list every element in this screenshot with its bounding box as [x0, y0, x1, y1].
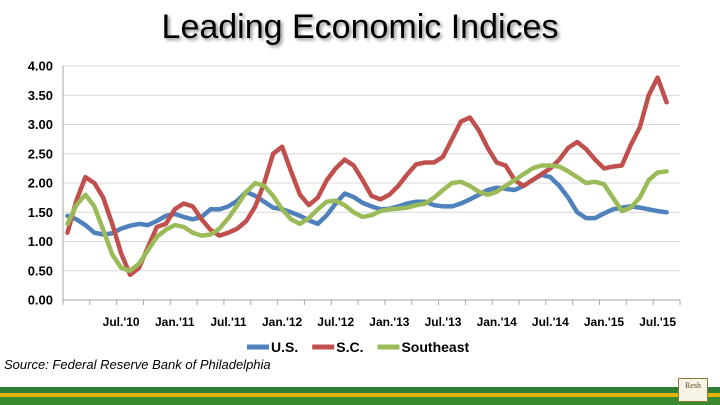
- source-note: Source: Federal Reserve Bank of Philadel…: [4, 357, 271, 372]
- legend-label: S.C.: [336, 339, 363, 355]
- x-tick-label: Jan.'14: [477, 315, 518, 329]
- x-tick-label: Jul.'10: [103, 315, 140, 329]
- footer-stripe-gold: [0, 393, 720, 397]
- legend-label: U.S.: [271, 339, 298, 355]
- footer-stripe-green: [0, 387, 720, 393]
- y-tick-label: 1.50: [28, 205, 53, 220]
- x-tick-label: Jul.'15: [639, 315, 676, 329]
- x-tick-label: Jan.'13: [369, 315, 410, 329]
- chart-title: Leading Economic Indices: [161, 8, 559, 46]
- y-tick-label: 0.50: [28, 263, 53, 278]
- y-tick-label: 0.00: [28, 293, 53, 308]
- legend-label: Southeast: [401, 339, 469, 355]
- company-logo: Resh: [678, 378, 708, 402]
- x-tick-label: Jul.'11: [210, 315, 247, 329]
- series-line-southeast: [65, 163, 669, 274]
- y-tick-label: 3.50: [28, 88, 53, 103]
- y-tick-label: 2.00: [28, 176, 53, 191]
- y-tick-label: 4.00: [28, 59, 53, 74]
- x-tick-label: Jul.'14: [532, 315, 569, 329]
- x-tick-label: Jul.'12: [317, 315, 354, 329]
- series-line-us: [65, 172, 669, 237]
- x-tick-label: Jan.'11: [155, 315, 195, 329]
- y-tick-label: 2.50: [28, 146, 53, 161]
- footer-stripe-dark-green: [0, 397, 720, 405]
- series-line-sc: [65, 75, 669, 278]
- logo-text: Resh: [685, 381, 701, 390]
- x-tick-label: Jan.'15: [584, 315, 625, 329]
- y-tick-label: 1.00: [28, 234, 53, 249]
- x-tick-label: Jul.'13: [425, 315, 462, 329]
- y-tick-label: 3.00: [28, 117, 53, 132]
- x-tick-label: Jan.'12: [262, 315, 303, 329]
